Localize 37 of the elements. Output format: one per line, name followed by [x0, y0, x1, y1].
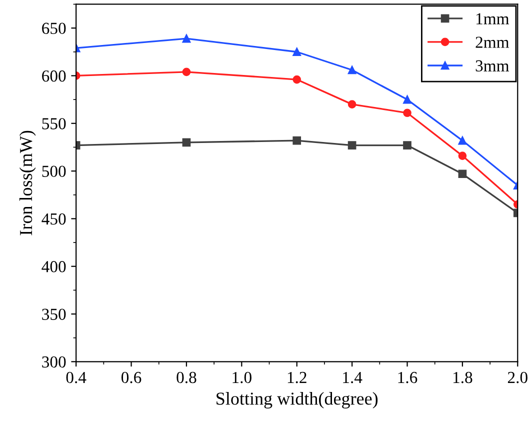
point [348, 66, 356, 74]
point [458, 170, 467, 178]
point [403, 141, 412, 150]
point [348, 141, 356, 150]
legend-label: 3mm [476, 60, 510, 72]
x-tick-label: 0.8 [176, 372, 196, 384]
x-tick-label: 1.6 [398, 372, 418, 384]
point [403, 108, 412, 118]
y-tick-label: 350 [42, 308, 66, 320]
point [348, 100, 356, 108]
y-tick-label: 650 [42, 22, 66, 34]
y-axis-title: Iron loss(mW) [19, 130, 36, 236]
point [458, 136, 467, 145]
x-tick-label: 1.2 [288, 372, 306, 384]
y-tick-label: 550 [42, 118, 66, 130]
y-tick-label: 300 [42, 356, 66, 368]
x-tick-label: 1.4 [343, 372, 362, 384]
y-tick-label: 600 [42, 70, 66, 82]
point [292, 48, 302, 56]
point [182, 34, 191, 43]
x-tick-label: 0.6 [121, 372, 142, 384]
y-tick-label: 400 [42, 261, 66, 272]
y-tick-label: 500 [42, 166, 66, 177]
point [403, 95, 412, 104]
x-tick-label: 0.4 [66, 372, 86, 384]
x-tick-label: 1.0 [232, 372, 252, 384]
point [458, 152, 467, 160]
legend-label: 2mm [476, 36, 510, 48]
legend-label: 1mm [476, 13, 510, 24]
x-tick-label: 1.8 [453, 372, 472, 384]
x-tick-label: 2.0 [508, 372, 528, 384]
point [182, 68, 191, 76]
x-axis-title: Slotting width(degree) [216, 392, 378, 408]
point [182, 138, 191, 147]
point [292, 75, 302, 84]
y-tick-label: 450 [42, 213, 66, 225]
point [292, 136, 302, 145]
